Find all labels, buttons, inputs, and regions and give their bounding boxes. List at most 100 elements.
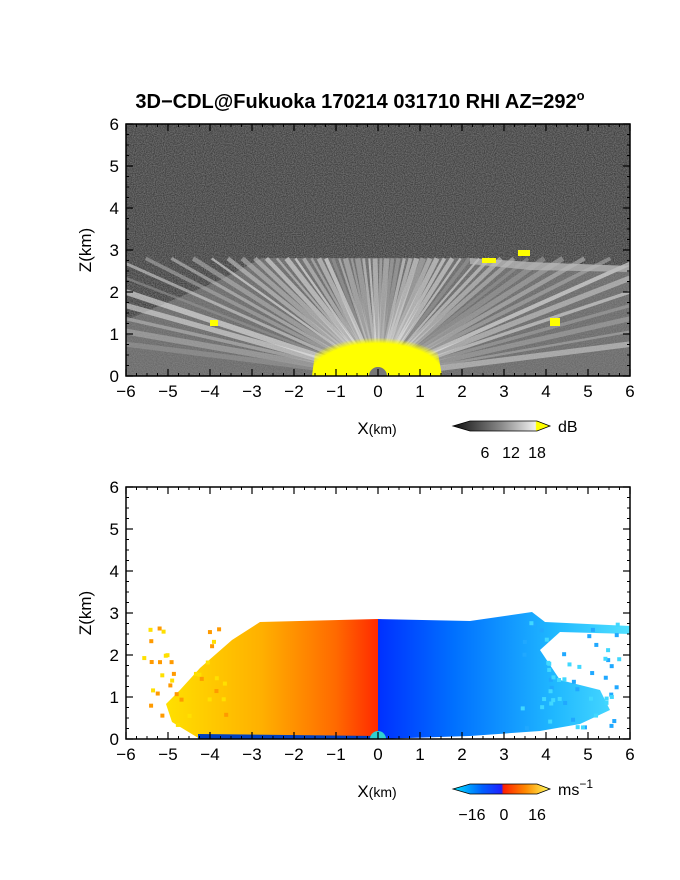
velocity-speck (594, 713, 599, 718)
velocity-speck (577, 664, 582, 669)
x-tick-label: −6 (116, 745, 135, 764)
velocity-speck (575, 687, 580, 692)
velocity-speck (606, 648, 611, 653)
snr-spot (550, 318, 560, 326)
velocity-colorbar-tick: −16 (458, 807, 485, 824)
velocity-speck (562, 677, 567, 682)
velocity-speck (548, 677, 553, 682)
x-tick-label: −5 (158, 745, 177, 764)
velocity-speck (157, 626, 162, 631)
velocity-receding-region (166, 619, 378, 739)
x-tick-label: −3 (242, 382, 261, 401)
velocity-speck (210, 644, 215, 649)
velocity-speck (197, 672, 202, 677)
velocity-speck (557, 696, 562, 701)
y-tick-label: 6 (110, 115, 119, 134)
velocity-speck (155, 691, 160, 696)
velocity-speck (567, 662, 572, 667)
y-tick-label: 3 (110, 604, 119, 623)
velocity-colorbar-tick: 0 (500, 807, 509, 824)
figure-title: 3D−CDL@Fukuoka 170214 031710 RHI AZ=292o (135, 88, 584, 113)
velocity-panel: −6 −5 −4 −3 −2 −1 0 1 2 3 4 5 6 0 1 2 3 4 5 6 X(km) Z(km) m… (76, 478, 635, 824)
velocity-speck (547, 667, 552, 672)
x-tick-label: 5 (583, 382, 592, 401)
velocity-speck (221, 697, 226, 702)
velocity-speck (604, 700, 609, 705)
velocity-speck (522, 652, 527, 657)
snr-xlabel: X(km) (357, 419, 396, 438)
snr-axes: −6 −5 −4 −3 −2 −1 0 1 2 3 4 5 6 0 1 2 3 4 5 6 (110, 115, 635, 401)
velocity-speck (524, 726, 529, 731)
velocity-speck (544, 637, 549, 642)
velocity-speck (529, 621, 534, 626)
velocity-speck (193, 671, 198, 676)
velocity-colorbar-unit: ms−1 (558, 777, 593, 799)
velocity-speck (214, 676, 219, 681)
velocity-speck (522, 639, 527, 644)
velocity-speck (606, 658, 611, 663)
snr-colorbar-bar (451, 420, 552, 432)
snr-colorbar-tick: 6 (481, 445, 490, 462)
x-tick-label: 5 (583, 745, 592, 764)
x-tick-label: 1 (415, 382, 424, 401)
snr-spot (518, 250, 530, 256)
velocity-speck (222, 681, 227, 686)
velocity-speck (575, 725, 580, 730)
velocity-speck (548, 689, 553, 694)
velocity-speck (158, 660, 163, 665)
velocity-speck (571, 717, 576, 722)
velocity-speck (160, 713, 165, 718)
x-tick-label: 3 (499, 745, 508, 764)
x-tick-label: −4 (200, 745, 219, 764)
y-tick-label: 4 (110, 562, 119, 581)
x-tick-label: −3 (242, 745, 261, 764)
velocity-ground-band (198, 734, 378, 739)
x-tick-label: −2 (284, 745, 303, 764)
velocity-speck (171, 671, 176, 676)
velocity-speck (549, 685, 554, 690)
velocity-speck (149, 703, 154, 708)
y-tick-label: 5 (110, 157, 119, 176)
velocity-speck (604, 696, 609, 701)
velocity-speck (142, 656, 147, 661)
velocity-colorbar: ms−1 −16 0 16 (451, 777, 593, 824)
y-tick-label: 2 (110, 283, 119, 302)
velocity-speck (207, 630, 212, 635)
x-tick-label: 2 (457, 382, 466, 401)
velocity-approaching-region (378, 612, 630, 739)
velocity-speck (609, 694, 614, 699)
x-tick-label: 6 (625, 745, 634, 764)
velocity-speck (217, 627, 222, 632)
snr-spot (210, 320, 218, 326)
velocity-speck (179, 697, 184, 702)
velocity-speck (211, 639, 216, 644)
velocity-axes: −6 −5 −4 −3 −2 −1 0 1 2 3 4 5 6 0 1 2 3 4 5 6 (110, 478, 635, 764)
y-tick-label: 4 (110, 199, 119, 218)
velocity-speck (603, 656, 608, 661)
velocity-speck (556, 677, 561, 682)
velocity-speck (588, 696, 593, 701)
velocity-speck (169, 660, 174, 665)
snr-ylabel: Z(km) (76, 228, 95, 272)
velocity-speck (571, 679, 576, 684)
velocity-specks (142, 621, 622, 731)
velocity-speck (175, 722, 180, 727)
velocity-speck (614, 685, 619, 690)
velocity-ylabel: Z(km) (76, 591, 95, 635)
velocity-speck (214, 689, 219, 694)
y-tick-label: 2 (110, 646, 119, 665)
velocity-speck (199, 676, 204, 681)
velocity-speck (617, 657, 622, 662)
y-tick-label: 0 (110, 367, 119, 386)
snr-colorbar-tick: 18 (528, 445, 546, 462)
velocity-speck (551, 698, 556, 703)
snr-colorbar-tick: 12 (502, 445, 520, 462)
snr-colorbar: dB 6 12 18 (451, 419, 578, 462)
velocity-speck (562, 652, 567, 657)
velocity-speck (614, 633, 619, 638)
velocity-speck (207, 697, 212, 702)
velocity-speck (149, 660, 154, 665)
velocity-speck (187, 713, 192, 718)
y-tick-label: 6 (110, 478, 119, 497)
